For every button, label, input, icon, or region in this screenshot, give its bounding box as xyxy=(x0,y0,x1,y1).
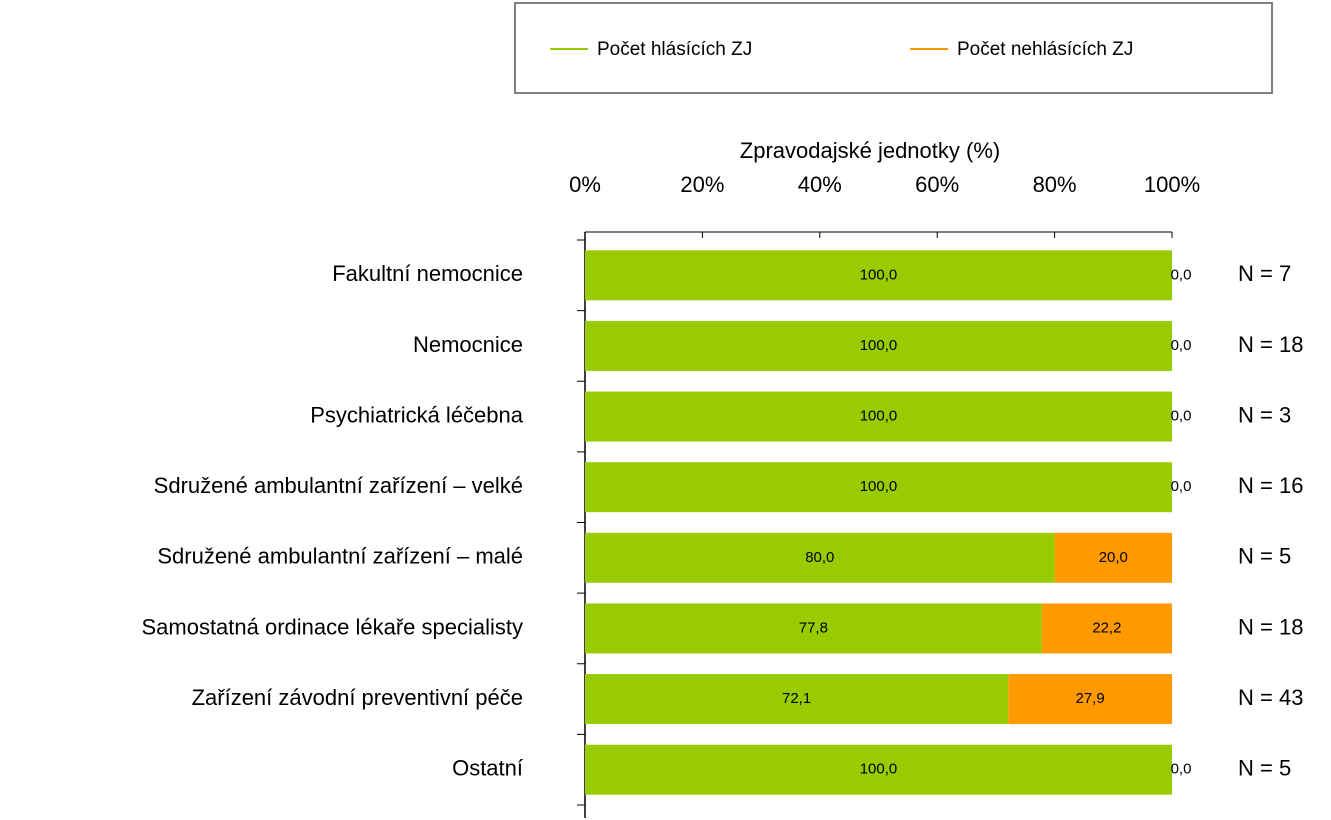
value-label: 100,0 xyxy=(860,266,898,283)
bar-segment xyxy=(585,603,1042,654)
value-label: 0,0 xyxy=(1171,761,1192,778)
bar-segment xyxy=(585,462,1172,513)
value-label: 80,0 xyxy=(805,549,834,566)
n-label: N = 18 xyxy=(1238,332,1303,357)
category-label: Fakultní nemocnice xyxy=(332,261,523,286)
bar-segment xyxy=(1008,674,1172,725)
x-tick-label: 0% xyxy=(569,172,601,197)
value-label: 100,0 xyxy=(860,478,898,495)
n-label: N = 7 xyxy=(1238,261,1291,286)
n-label: N = 16 xyxy=(1238,473,1303,498)
legend-box xyxy=(514,2,1273,94)
category-label: Sdružené ambulantní zařízení – malé xyxy=(157,544,523,569)
n-label: N = 5 xyxy=(1238,756,1291,781)
category-label: Zařízení závodní preventivní péče xyxy=(192,685,523,710)
bar-segment xyxy=(585,744,1172,795)
legend-label: Počet nehlásících ZJ xyxy=(957,39,1133,60)
value-label: 100,0 xyxy=(860,761,898,778)
category-label: Nemocnice xyxy=(413,332,523,357)
value-label: 20,0 xyxy=(1099,549,1128,566)
x-tick-label: 100% xyxy=(1144,172,1200,197)
value-label: 27,9 xyxy=(1076,690,1105,707)
n-label: N = 18 xyxy=(1238,614,1303,639)
value-label: 0,0 xyxy=(1171,478,1192,495)
bar-segment xyxy=(585,532,1055,583)
bar-segment xyxy=(585,320,1172,371)
value-label: 0,0 xyxy=(1171,408,1192,425)
bar-segment xyxy=(585,391,1172,442)
x-tick-label: 20% xyxy=(680,172,724,197)
bar-segment xyxy=(1041,603,1172,654)
value-label: 72,1 xyxy=(782,690,811,707)
category-label: Ostatní xyxy=(452,756,523,781)
x-tick-label: 40% xyxy=(798,172,842,197)
axis-title: Zpravodajské jednotky (%) xyxy=(740,138,1000,163)
bar-segment xyxy=(585,674,1009,725)
bar-segment xyxy=(585,250,1172,301)
bar-segment xyxy=(1054,532,1172,583)
value-label: 0,0 xyxy=(1171,337,1192,354)
n-label: N = 3 xyxy=(1238,402,1291,427)
value-label: 100,0 xyxy=(860,408,898,425)
value-label: 77,8 xyxy=(799,619,828,636)
value-label: 0,0 xyxy=(1171,266,1192,283)
x-tick-label: 60% xyxy=(915,172,959,197)
category-label: Samostatná ordinace lékaře specialisty xyxy=(141,614,523,639)
category-label: Sdružené ambulantní zařízení – velké xyxy=(154,473,523,498)
value-label: 100,0 xyxy=(860,337,898,354)
category-label: Psychiatrická léčebna xyxy=(310,402,524,427)
legend-label: Počet hlásících ZJ xyxy=(597,39,752,60)
n-label: N = 5 xyxy=(1238,544,1291,569)
n-label: N = 43 xyxy=(1238,685,1303,710)
x-tick-label: 80% xyxy=(1033,172,1077,197)
value-label: 22,2 xyxy=(1092,619,1121,636)
